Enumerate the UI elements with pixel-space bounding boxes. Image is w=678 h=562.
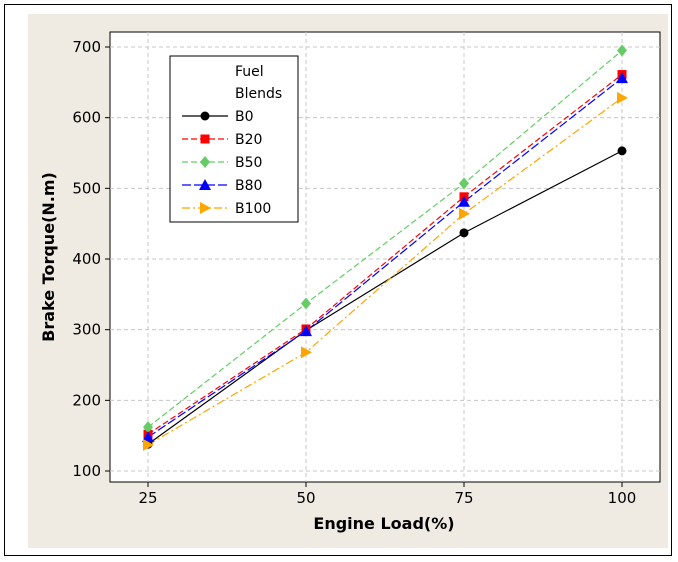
series-markers [142, 44, 628, 451]
data-point-b50 [301, 297, 311, 310]
legend-label: B50 [235, 155, 262, 171]
legend-title-line-1: Fuel [235, 64, 264, 80]
y-tick-label: 700 [72, 38, 101, 56]
y-tick-label: 400 [72, 250, 101, 268]
legend-title-line-2: Blends [235, 86, 282, 102]
legend-label: B0 [235, 109, 254, 125]
x-tick-label: 50 [296, 489, 315, 507]
data-point-b50 [617, 44, 627, 57]
data-point-b100 [617, 91, 628, 104]
data-point-b100 [301, 346, 312, 359]
x-axis-ticks: 25 50 75 100 [138, 482, 636, 507]
series-line-b50 [147, 50, 623, 428]
legend-item-b20: B20 [182, 132, 262, 148]
legend-label: B20 [235, 132, 262, 148]
data-point-b0 [617, 146, 627, 156]
legend-label: B100 [235, 201, 271, 217]
legend-item-b100: B100 [182, 201, 271, 217]
grid-lines [110, 32, 660, 482]
data-point-b0 [459, 228, 469, 238]
data-point-b80 [616, 72, 628, 84]
y-axis-ticks: 100 200 300 400 500 600 700 [72, 38, 110, 480]
data-point-b80 [142, 431, 154, 443]
data-point-b100 [143, 438, 154, 451]
legend-item-b50: B50 [182, 155, 262, 171]
legend-marker-b0 [200, 111, 210, 121]
y-tick-label: 600 [72, 109, 101, 127]
legend: Fuel Blends B0 B20 B50 B80 B100 [169, 55, 299, 223]
x-axis-label: Engine Load(%) [313, 514, 454, 533]
y-axis-label: Brake Torque(N.m) [39, 172, 58, 342]
legend-box [169, 55, 299, 223]
data-point-b80 [300, 325, 312, 337]
plot-area [109, 31, 661, 483]
series-line-b80 [147, 77, 623, 438]
data-point-b80 [458, 195, 470, 207]
series-line-b20 [147, 74, 623, 435]
legend-marker-b80 [199, 179, 211, 190]
legend-items: B0 B20 B50 B80 B100 [182, 109, 271, 217]
y-tick-label: 100 [72, 462, 101, 480]
legend-label: B80 [235, 178, 262, 194]
series-lines [147, 50, 623, 446]
data-point-b100 [459, 207, 470, 220]
data-point-b50 [459, 177, 469, 190]
legend-marker-b20 [200, 134, 210, 144]
series-line-b100 [147, 97, 623, 446]
legend-marker-b100 [200, 202, 211, 214]
x-tick-label: 25 [138, 489, 157, 507]
y-tick-label: 500 [72, 179, 101, 197]
y-tick-label: 300 [72, 321, 101, 339]
legend-marker-b50 [200, 156, 210, 168]
y-tick-label: 200 [72, 391, 101, 409]
x-tick-label: 100 [608, 489, 637, 507]
data-point-b50 [143, 421, 153, 434]
x-tick-label: 75 [454, 489, 473, 507]
legend-item-b80: B80 [182, 178, 262, 194]
legend-item-b0: B0 [182, 109, 254, 125]
series-line-b0 [147, 150, 623, 445]
